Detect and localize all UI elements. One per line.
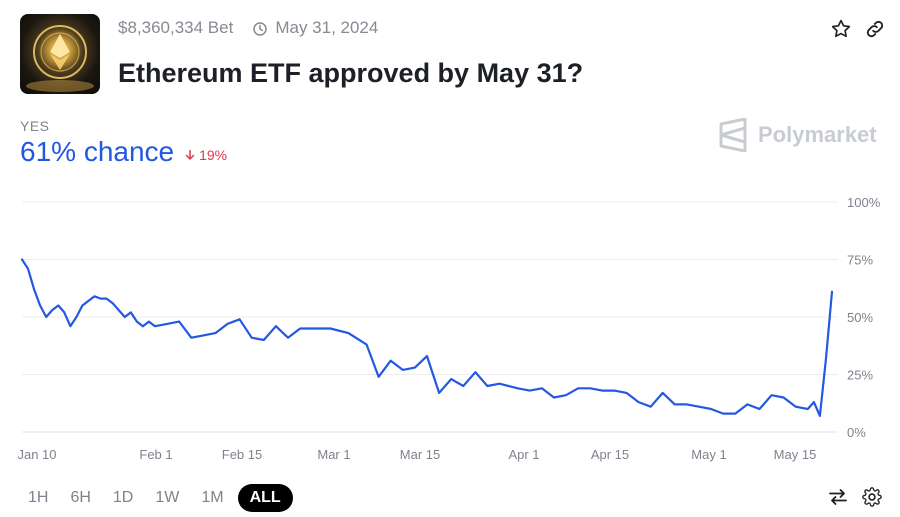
series-line-yes — [20, 258, 834, 417]
time-range-1d[interactable]: 1D — [112, 489, 134, 506]
x-tick-label: May 15 — [774, 447, 817, 462]
x-tick-label: Mar 1 — [317, 447, 350, 462]
time-range-6h[interactable]: 6H — [70, 489, 91, 506]
polymarket-logo-icon — [719, 118, 747, 152]
chance-row: 61% chance 19% — [20, 136, 227, 168]
time-range-tabs: 1H 6H 1D 1W 1M ALL — [20, 484, 293, 512]
x-tick-label: Feb 1 — [139, 447, 172, 462]
y-tick-label: 75% — [847, 253, 873, 268]
swap-arrows-icon[interactable] — [828, 487, 848, 507]
market-title: Ethereum ETF approved by May 31? — [118, 58, 584, 88]
chance-value: 61% chance — [20, 136, 175, 167]
x-tick-label: Feb 15 — [222, 447, 262, 462]
bet-volume: $8,360,334 Bet — [118, 18, 234, 37]
y-tick-label: 25% — [847, 368, 873, 383]
end-date: May 31, 2024 — [275, 18, 379, 37]
chance-change-value: 19% — [199, 147, 228, 163]
time-range-1h[interactable]: 1H — [28, 489, 49, 506]
time-range-1m[interactable]: 1M — [201, 489, 224, 506]
x-tick-label: Mar 15 — [400, 447, 440, 462]
chart-gridlines — [22, 201, 838, 433]
clock-icon — [253, 21, 268, 36]
chance-change: 19% — [184, 147, 227, 163]
ethereum-coin-image — [26, 25, 94, 92]
x-tick-label: Apr 15 — [591, 447, 629, 462]
x-axis-ticks: Jan 10 Feb 1 Feb 15 Mar 1 Mar 15 Apr 1 Apr 15 M… — [17, 447, 816, 462]
x-tick-label: Apr 1 — [508, 447, 539, 462]
chart-controls — [828, 487, 882, 507]
x-tick-label: Jan 10 — [17, 447, 56, 462]
y-tick-label: 50% — [847, 310, 873, 325]
y-axis-ticks: 100% 75% 50% 25% 0% — [847, 195, 881, 440]
y-tick-label: 100% — [847, 195, 881, 210]
star-icon[interactable] — [830, 18, 852, 40]
gear-icon[interactable] — [862, 487, 882, 507]
market-actions — [830, 18, 886, 40]
market-meta: $8,360,334 Bet May 31, 2024 — [118, 17, 378, 39]
y-tick-label: 0% — [847, 425, 866, 440]
time-range-1w[interactable]: 1W — [155, 489, 180, 506]
probability-chart: 100% 75% 50% 25% 0% Jan 10 Feb 1 Feb 15 Mar 1 Ma… — [17, 195, 881, 462]
brand-name: Polymarket — [758, 122, 877, 147]
outcome-label: YES — [20, 118, 50, 134]
brand-watermark: Polymarket — [718, 118, 877, 152]
time-range-all[interactable]: ALL — [237, 484, 293, 512]
arrow-down-icon — [185, 149, 195, 160]
link-icon[interactable] — [864, 18, 886, 40]
market-thumbnail — [20, 14, 100, 94]
x-tick-label: May 1 — [691, 447, 726, 462]
